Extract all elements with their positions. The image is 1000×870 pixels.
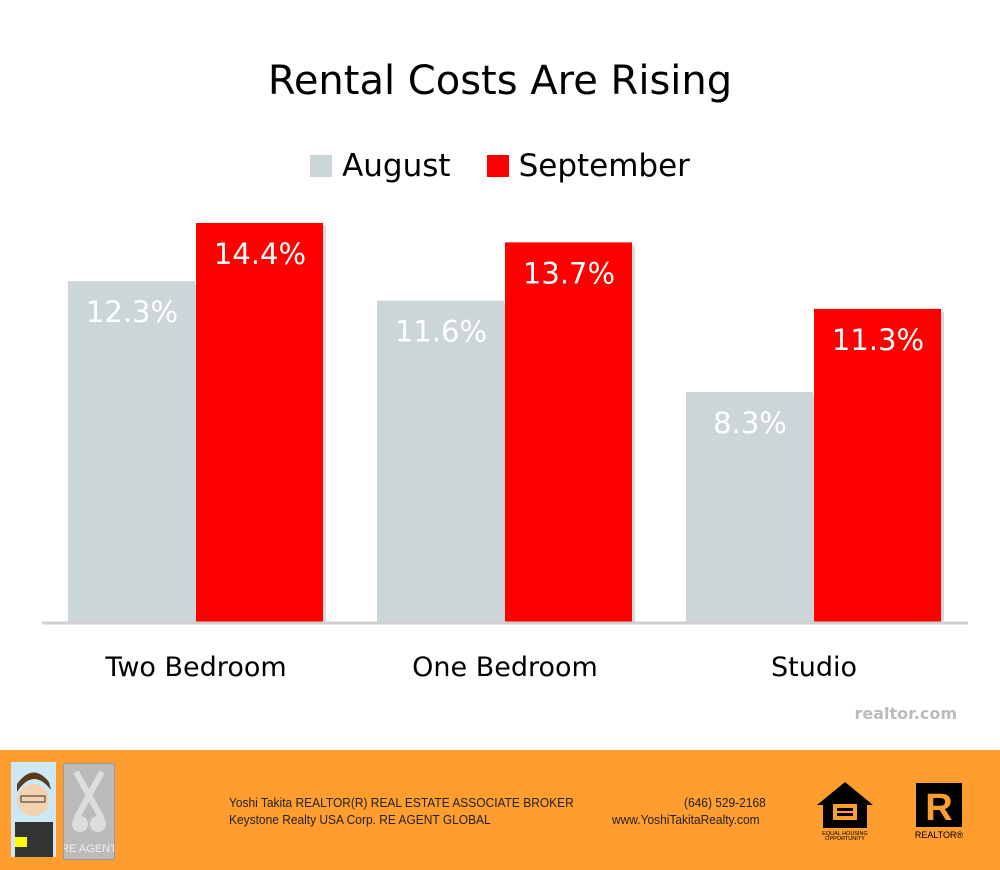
bar-august	[686, 392, 813, 622]
source-label: realtor.com	[854, 704, 958, 723]
legend-swatch	[486, 155, 509, 177]
svg-text:RE AGENT: RE AGENT	[64, 843, 114, 855]
legend: August September	[0, 148, 1000, 184]
legend-label: September	[518, 148, 690, 184]
data-label: 13.7%	[523, 256, 615, 290]
agent-caricature-image	[11, 762, 56, 857]
x-tick-label: One Bedroom	[412, 652, 598, 683]
data-label: 14.4%	[214, 237, 306, 271]
svg-text:EQUAL HOUSING: EQUAL HOUSING	[822, 831, 868, 837]
x-tick-label: Two Bedroom	[104, 652, 286, 683]
phone-number: (646) 529-2168	[684, 795, 766, 810]
legend-label: August	[342, 148, 451, 184]
legend-item-august: August	[310, 148, 451, 184]
bar-september	[196, 223, 323, 622]
equal-housing-logo: EQUAL HOUSING OPPORTUNITY	[815, 780, 875, 844]
bar-august	[377, 300, 504, 622]
legend-swatch	[310, 155, 333, 177]
bar-chart: 12.3% 14.4% Two Bedroom 11.6% 13.7% One Bedro…	[42, 223, 968, 683]
bar-august	[68, 281, 195, 622]
agency-name: Keystone Realty USA Corp. RE AGENT GLOBA…	[229, 812, 491, 827]
svg-text:REALTOR®: REALTOR®	[915, 830, 964, 840]
svg-text:R: R	[925, 787, 952, 829]
legend-item-september: September	[486, 148, 690, 184]
agent-name: Yoshi Takita REALTOR(R) REAL ESTATE ASSO…	[229, 795, 574, 810]
realtor-logo: R REALTOR®	[914, 783, 969, 847]
data-label: 11.6%	[395, 315, 487, 349]
chart-title: Rental Costs Are Rising	[267, 58, 733, 104]
x-tick-label: Studio	[771, 652, 857, 683]
data-label: 8.3%	[713, 406, 787, 440]
footer-banner: RE AGENT Yoshi Takita REALTOR(R) REAL ES…	[0, 750, 1000, 870]
bar-september	[814, 308, 941, 622]
bar-september	[505, 242, 632, 623]
data-label: 12.3%	[86, 295, 178, 329]
svg-text:OPPORTUNITY: OPPORTUNITY	[825, 836, 865, 840]
re-agent-logo: RE AGENT	[61, 763, 117, 860]
website-link[interactable]: www.YoshiTakitaRealty.com	[612, 812, 760, 827]
data-label: 11.3%	[832, 323, 924, 357]
